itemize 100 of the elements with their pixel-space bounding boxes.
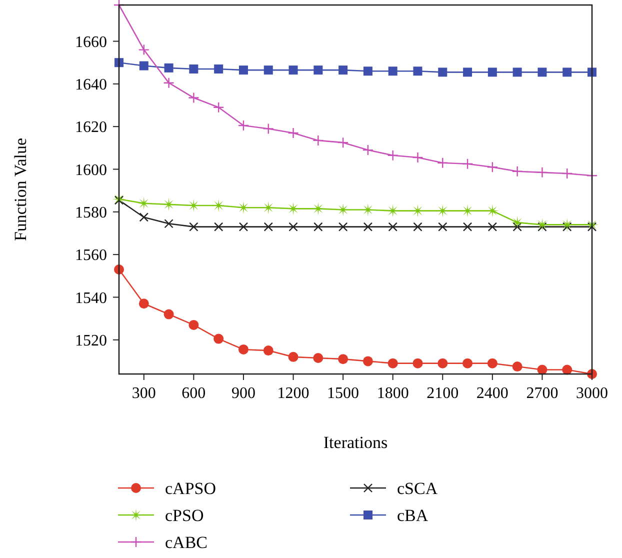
y-tick-label: 1640 (75, 76, 107, 94)
x-tick-label: 1500 (327, 385, 360, 402)
point (362, 144, 374, 156)
point (486, 162, 498, 173)
point (538, 68, 547, 77)
y-axis-title: Function Value (11, 138, 30, 242)
point (413, 66, 422, 76)
point (438, 222, 448, 232)
point (288, 66, 298, 75)
point (212, 198, 226, 212)
point (388, 66, 398, 76)
point (338, 354, 348, 364)
x-tick-label: 3000 (576, 385, 608, 402)
point (438, 68, 448, 77)
point (214, 222, 224, 232)
point (314, 66, 323, 75)
point (562, 168, 573, 180)
x-tick-label: 2100 (426, 385, 459, 402)
point (587, 222, 597, 232)
point (462, 222, 472, 232)
point (163, 77, 174, 88)
point (212, 102, 224, 113)
point (262, 201, 275, 214)
point (512, 166, 523, 177)
x-tick-label: 2700 (526, 385, 558, 402)
point (288, 222, 298, 232)
x-tick-label: 1800 (376, 385, 409, 402)
point (262, 123, 274, 134)
y-tick-label: 1580 (75, 204, 107, 222)
point (337, 136, 349, 148)
point (214, 64, 224, 74)
point (137, 196, 150, 210)
point (264, 222, 273, 232)
x-tick-label: 300 (132, 385, 156, 402)
point (462, 358, 473, 368)
point (312, 202, 325, 216)
point (138, 298, 149, 309)
point (138, 44, 150, 56)
y-tick-label: 1620 (75, 119, 107, 136)
point (512, 362, 522, 372)
point (189, 222, 198, 232)
x-tick-label: 1200 (277, 385, 310, 402)
point (164, 63, 174, 72)
point (238, 222, 248, 232)
point (438, 358, 448, 368)
point (537, 364, 548, 375)
legend-label: cSCA (397, 478, 438, 498)
y-tick-label: 1600 (75, 162, 107, 179)
point (139, 212, 148, 222)
point (386, 204, 400, 218)
point (214, 334, 224, 344)
point (336, 203, 350, 216)
x-axis-title: Iterations (323, 433, 388, 452)
point (560, 218, 574, 232)
point (187, 198, 200, 212)
point (488, 68, 497, 77)
point (562, 222, 572, 232)
x-tick-label: 600 (182, 385, 206, 402)
point (463, 68, 472, 77)
point (413, 222, 422, 232)
point (139, 61, 148, 70)
point (536, 218, 549, 232)
y-tick-label: 1520 (75, 332, 107, 350)
point (388, 358, 398, 368)
point (188, 320, 199, 330)
y-tick-label: 1540 (75, 290, 107, 307)
point (362, 356, 373, 366)
legend-label: cBA (397, 506, 429, 525)
point (412, 358, 423, 368)
legend-label: cABC (165, 532, 208, 552)
point (437, 157, 448, 168)
point (238, 344, 248, 354)
point (314, 222, 323, 232)
x-tick-label: 2400 (476, 385, 508, 402)
point (238, 120, 250, 132)
point (164, 309, 174, 320)
point (363, 66, 372, 76)
point (487, 358, 498, 368)
point (162, 198, 176, 211)
point (236, 201, 250, 214)
point (288, 352, 298, 362)
point (512, 68, 522, 77)
point (238, 66, 248, 75)
point (338, 66, 348, 75)
point (388, 222, 398, 232)
point (536, 166, 548, 178)
point (264, 66, 273, 75)
y-tick-label: 1660 (75, 34, 107, 51)
point (263, 346, 274, 356)
point (436, 204, 450, 218)
point (363, 222, 373, 232)
point (288, 127, 299, 139)
point (286, 202, 300, 216)
point (313, 353, 324, 364)
x-tick-label: 900 (231, 385, 256, 402)
point (562, 364, 572, 375)
point (562, 68, 572, 77)
point (412, 152, 424, 164)
legend-label: cPSO (165, 506, 204, 525)
point (312, 134, 324, 146)
